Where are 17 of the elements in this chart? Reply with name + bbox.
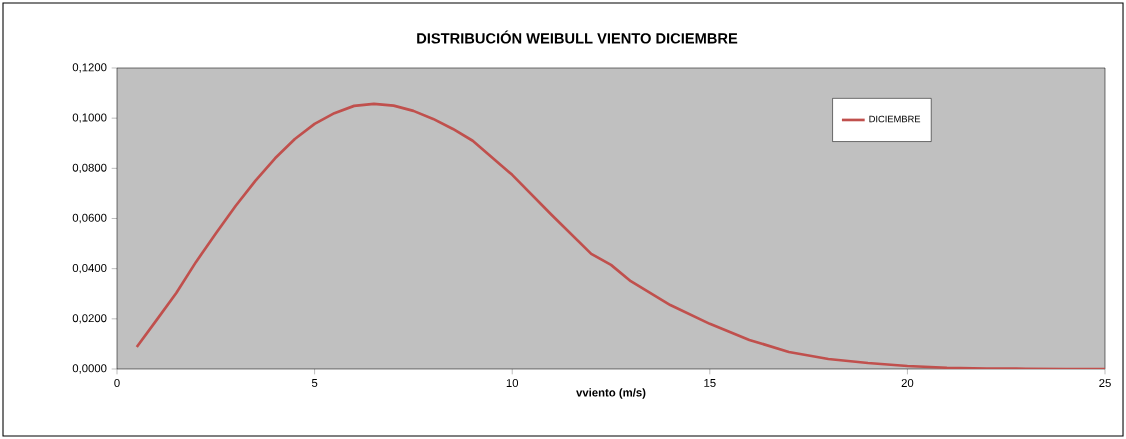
- line-series: [135, 102, 1106, 369]
- y-tick-label: 0,0600: [72, 213, 107, 224]
- legend-label: DICIEMBRE: [869, 115, 921, 123]
- x-tick-label: 15: [704, 379, 716, 387]
- y-tick-label: 0,1000: [72, 113, 107, 123]
- x-tick-label: 25: [1099, 379, 1111, 388]
- y-tick-label: 0,0400: [72, 263, 107, 274]
- y-tick-label: 0,0800: [72, 163, 107, 174]
- x-tick-label: 5: [311, 379, 318, 387]
- x-tick-label: 10: [506, 379, 519, 388]
- y-tick-label: 0,0000: [72, 364, 107, 374]
- y-tick-label: 0,1200: [72, 63, 107, 73]
- chart-title: DISTRIBUCIÓN WEIBULL VIENTO DICIEMBRE: [417, 30, 738, 44]
- x-tick-label: 20: [901, 379, 914, 388]
- y-tick-label: 0,0200: [72, 314, 107, 324]
- x-axis-title: vviento (m/s): [576, 388, 646, 399]
- x-tick-label: 0: [114, 379, 120, 388]
